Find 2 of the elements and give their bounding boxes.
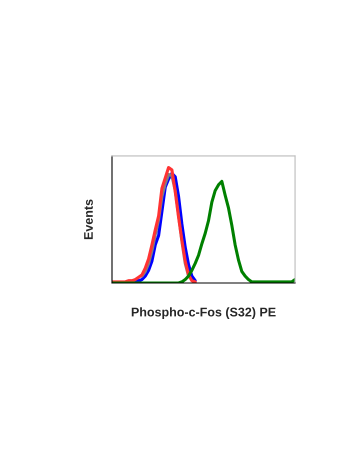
x-axis-title: Phospho-c-Fos (S32) PE (132, 307, 276, 319)
y-axis-title: Events (84, 200, 93, 240)
